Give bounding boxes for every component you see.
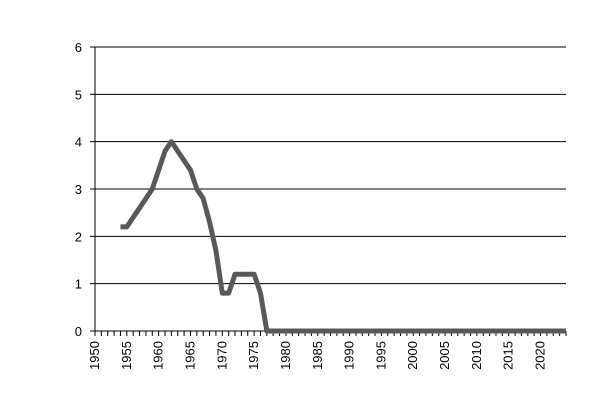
gridlines [95,46,566,285]
y-tick-label: 2 [75,229,82,244]
y-tick-label: 0 [75,324,82,339]
y-tick-label: 3 [75,182,82,197]
x-tick-label: 2000 [405,341,420,370]
x-tick-label: 2020 [533,341,548,370]
y-tick-label: 4 [75,135,82,150]
x-tick-label: 1970 [214,341,229,370]
series-layer [120,139,566,334]
x-tick-label: 2005 [437,341,452,370]
y-tick-label: 1 [75,277,82,292]
x-tick-label: 1995 [373,341,388,370]
x-tick-label: 1985 [310,341,325,370]
x-tick-label: 2015 [501,341,516,370]
y-tick-label: 5 [75,87,82,102]
y-tick-labels: 0 1 2 3 4 5 6 [75,40,82,339]
x-tick-label: 1975 [246,341,261,370]
axes [90,46,567,336]
x-tick-label: 1960 [151,341,166,370]
x-tick-labels: 1950 1955 1960 1965 1970 1975 1980 1985 1990 1995… [87,341,548,370]
y-tick-label: 6 [75,40,82,55]
x-tick-label: 1950 [87,341,102,370]
x-tick-label: 1980 [278,341,293,370]
x-tick-label: 2010 [469,341,484,370]
series-line-0 [120,139,566,334]
x-tick-label: 1990 [342,341,357,370]
x-tick-label: 1965 [182,341,197,370]
x-tick-label: 1955 [119,341,134,370]
